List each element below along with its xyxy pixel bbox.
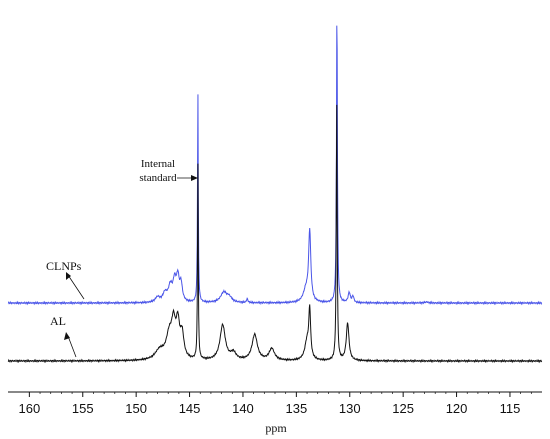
annotation-line-1: Internal	[141, 158, 175, 170]
spectra-layer	[7, 25, 543, 364]
clnps-label-arrowhead	[66, 272, 71, 280]
series-label-clnps: CLNPs	[46, 259, 85, 300]
al-label-text: AL	[50, 314, 66, 328]
x-tick-label: 150	[125, 401, 147, 416]
series-line-clnps	[7, 25, 543, 306]
series-line-al	[7, 104, 543, 364]
internal-standard-annotation: Internal standard	[139, 158, 198, 184]
x-tick-label: 140	[232, 401, 254, 416]
x-tick-label: 115	[500, 401, 521, 416]
x-axis-ticks: 160 155 150 145 140 135 130 125 120 115	[19, 392, 532, 416]
x-tick-label: 130	[339, 401, 361, 416]
x-tick-label: 155	[72, 401, 94, 416]
series-label-al: AL	[50, 314, 77, 358]
clnps-label-arrow	[67, 274, 85, 300]
x-tick-label: 145	[179, 401, 201, 416]
x-axis-title: ppm	[265, 421, 287, 435]
x-tick-label: 120	[446, 401, 468, 416]
x-tick-label: 160	[19, 401, 41, 416]
annotation-line-2: standard	[139, 172, 177, 184]
al-label-arrowhead	[64, 332, 70, 340]
al-label-arrow	[67, 335, 77, 358]
x-axis: 160 155 150 145 140 135 130 125 120 115	[8, 391, 542, 416]
x-tick-label: 125	[392, 401, 414, 416]
annotation-arrowhead	[191, 175, 198, 181]
x-tick-label: 135	[286, 401, 308, 416]
clnps-label-text: CLNPs	[46, 259, 82, 273]
